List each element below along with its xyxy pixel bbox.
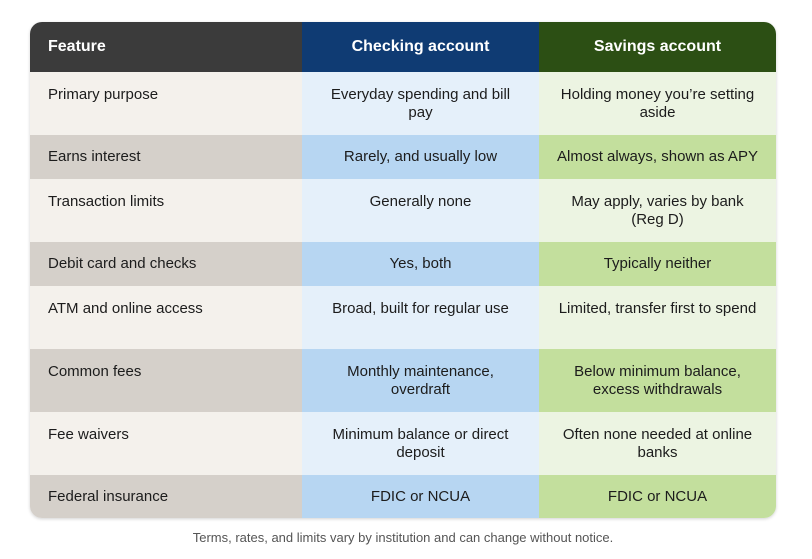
header-savings-account: Savings account bbox=[539, 22, 776, 72]
feature-cell: ATM and online access bbox=[30, 286, 302, 349]
table-row: Earns interest Rarely, and usually low A… bbox=[30, 135, 776, 179]
checking-cell: Broad, built for regular use bbox=[302, 286, 539, 349]
feature-cell: Fee waivers bbox=[30, 412, 302, 475]
feature-cell: Earns interest bbox=[30, 135, 302, 179]
table-row: Primary purpose Everyday spending and bi… bbox=[30, 72, 776, 135]
checking-cell: Rarely, and usually low bbox=[302, 135, 539, 179]
checking-cell: Yes, both bbox=[302, 242, 539, 286]
savings-cell: May apply, varies by bank (Reg D) bbox=[539, 179, 776, 242]
table-row: Fee waivers Minimum balance or direct de… bbox=[30, 412, 776, 475]
table-row: ATM and online access Broad, built for r… bbox=[30, 286, 776, 349]
header-feature: Feature bbox=[30, 22, 302, 72]
checking-cell: Everyday spending and bill pay bbox=[302, 72, 539, 135]
checking-cell: Monthly maintenance, overdraft bbox=[302, 349, 539, 412]
feature-cell: Primary purpose bbox=[30, 72, 302, 135]
savings-cell: Typically neither bbox=[539, 242, 776, 286]
table-row: Federal insurance FDIC or NCUA FDIC or N… bbox=[30, 475, 776, 518]
footnote: Terms, rates, and limits vary by institu… bbox=[192, 530, 614, 545]
comparison-table: Feature Checking account Savings account… bbox=[30, 22, 776, 518]
savings-cell: Below minimum balance, excess withdrawal… bbox=[539, 349, 776, 412]
table-row: Debit card and checks Yes, both Typicall… bbox=[30, 242, 776, 286]
savings-cell: FDIC or NCUA bbox=[539, 475, 776, 518]
savings-cell: Almost always, shown as APY bbox=[539, 135, 776, 179]
feature-cell: Common fees bbox=[30, 349, 302, 412]
savings-cell: Holding money you’re setting aside bbox=[539, 72, 776, 135]
feature-cell: Transaction limits bbox=[30, 179, 302, 242]
checking-cell: FDIC or NCUA bbox=[302, 475, 539, 518]
table-header-row: Feature Checking account Savings account bbox=[30, 22, 776, 72]
checking-cell: Generally none bbox=[302, 179, 539, 242]
savings-cell: Limited, transfer first to spend bbox=[539, 286, 776, 349]
savings-cell: Often none needed at online banks bbox=[539, 412, 776, 475]
feature-cell: Debit card and checks bbox=[30, 242, 302, 286]
checking-cell: Minimum balance or direct deposit bbox=[302, 412, 539, 475]
table-row: Transaction limits Generally none May ap… bbox=[30, 179, 776, 242]
header-checking-account: Checking account bbox=[302, 22, 539, 72]
table-row: Common fees Monthly maintenance, overdra… bbox=[30, 349, 776, 412]
feature-cell: Federal insurance bbox=[30, 475, 302, 518]
